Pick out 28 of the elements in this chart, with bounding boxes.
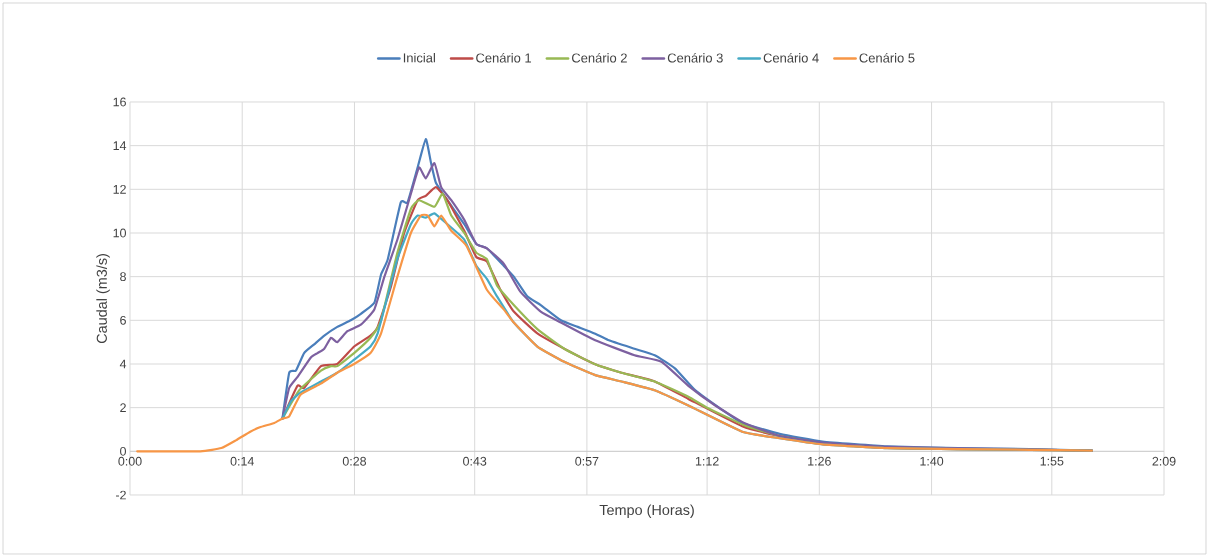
y-tick-label: -2 xyxy=(115,490,126,500)
y-tick-label: 4 xyxy=(119,359,127,369)
y-tick-label: 2 xyxy=(120,403,126,412)
x-tick-label: 0:00 xyxy=(118,456,142,466)
y-tick-label: 0 xyxy=(120,446,126,456)
y-tick-label: 16 xyxy=(113,97,126,107)
y-tick-label: 14 xyxy=(113,141,127,150)
x-tick-label: 2:09 xyxy=(1152,456,1176,466)
y-tick-label: 12 xyxy=(113,184,126,194)
x-tick-label: 1:55 xyxy=(1040,456,1064,466)
x-tick-label: 1:40 xyxy=(920,456,944,466)
x-tick-label: 0:14 xyxy=(230,456,254,466)
x-tick-label: 0:43 xyxy=(463,456,487,466)
legend-label: Cenário 3 xyxy=(667,52,723,63)
x-tick-label: 0:57 xyxy=(575,456,599,466)
x-tick-label: 1:26 xyxy=(808,456,831,466)
x-tick-label: 0:28 xyxy=(342,456,367,466)
legend-label: Cenário 2 xyxy=(572,52,627,63)
y-tick-label: 6 xyxy=(120,315,126,325)
legend-label: Cenário 1 xyxy=(476,52,532,63)
legend-label: Inicial xyxy=(403,52,435,63)
x-axis-title: Tempo (Horas) xyxy=(599,504,694,518)
x-tick-label: 1:12 xyxy=(695,456,719,466)
y-tick-label: 10 xyxy=(113,228,126,238)
y-tick-label: 8 xyxy=(120,272,126,282)
y-axis-title: Caudal (m3/s) xyxy=(96,254,110,344)
legend-label: Cenário 5 xyxy=(859,52,915,63)
legend-label: Cenário 4 xyxy=(763,52,819,63)
